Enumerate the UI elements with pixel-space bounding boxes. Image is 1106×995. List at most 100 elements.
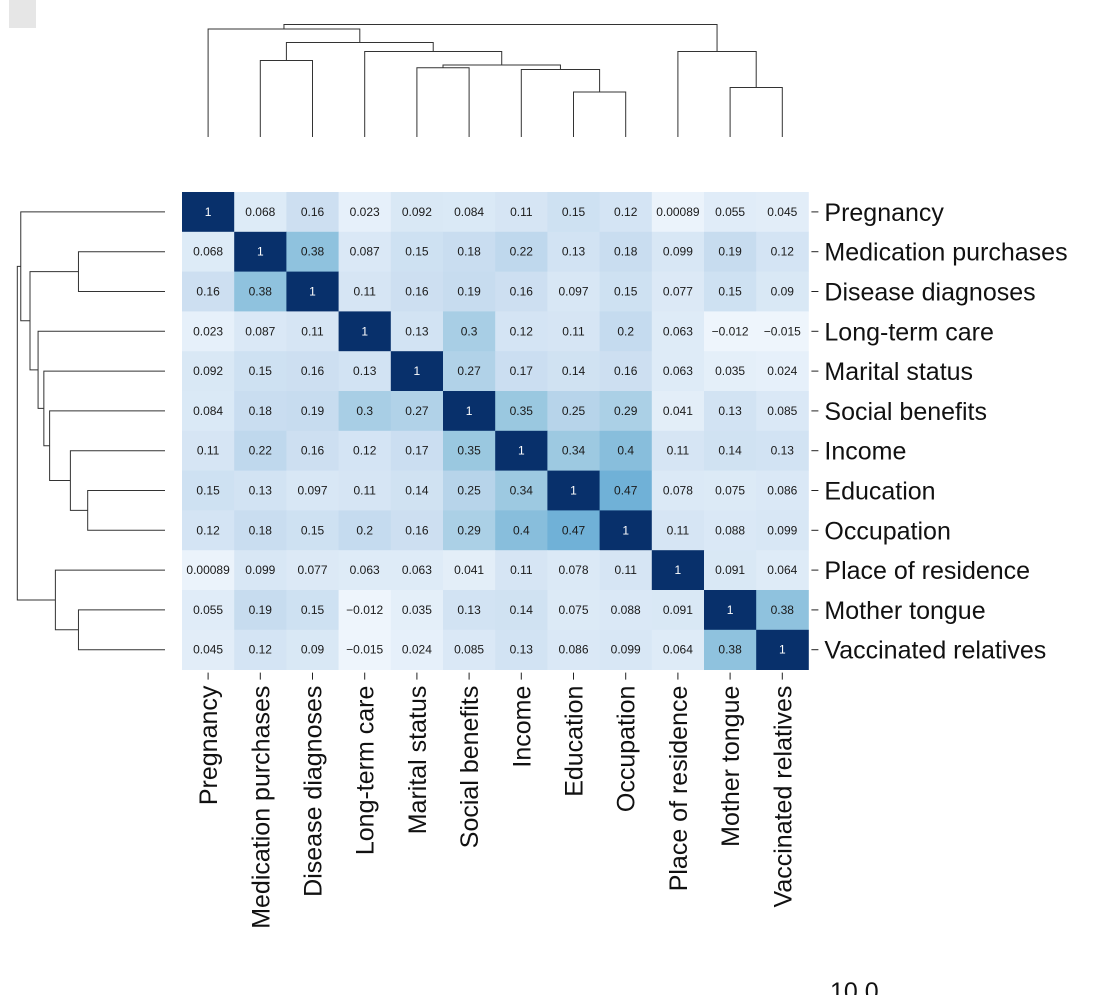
heatmap-cell-value: 0.15 <box>249 364 273 378</box>
heatmap-cell <box>756 391 809 432</box>
heatmap-cell <box>390 231 444 272</box>
heatmap-cell-value: 0.27 <box>457 364 481 378</box>
heatmap-cell-value: 0.099 <box>611 643 641 657</box>
heatmap-cell <box>390 351 444 392</box>
heatmap-cell <box>495 470 548 511</box>
heatmap-cell <box>599 311 653 352</box>
heatmap-cell <box>599 231 653 272</box>
dendrogram-link <box>207 28 361 137</box>
heatmap-cell-value: 0.34 <box>510 484 534 498</box>
row-label: Occupation <box>824 517 950 545</box>
row-label: Place of residence <box>824 557 1030 585</box>
heatmap-cell <box>495 430 548 471</box>
heatmap-cell <box>443 271 496 312</box>
heatmap-cell-value: 0.34 <box>562 444 586 458</box>
column-label: Education <box>561 686 589 797</box>
heatmap-cell-value: 0.063 <box>663 324 693 338</box>
heatmap-cell-value: 0.14 <box>510 603 534 617</box>
heatmap-cell-value: 0.13 <box>510 643 534 657</box>
heatmap-cell <box>443 590 496 631</box>
column-label: Pregnancy <box>195 685 223 805</box>
row-label: Marital status <box>824 358 973 386</box>
heatmap-cell <box>704 430 757 471</box>
heatmap-cell-value: 0.16 <box>405 523 429 537</box>
heatmap-cell <box>286 430 339 471</box>
heatmap-cell <box>756 470 809 511</box>
heatmap-cell <box>704 470 757 511</box>
dendrogram-link <box>283 24 718 52</box>
heatmap-cell <box>182 231 235 272</box>
heatmap-cell <box>547 510 600 551</box>
column-label: Disease diagnoses <box>300 686 328 897</box>
heatmap-cell-value: 0.035 <box>402 603 432 617</box>
heatmap-cell <box>286 192 339 233</box>
heatmap-cell <box>286 391 339 432</box>
heatmap-cell-value: 0.14 <box>718 444 742 458</box>
heatmap-cell-value: 0.14 <box>405 484 429 498</box>
heatmap-cell <box>390 391 444 432</box>
heatmap-cell <box>182 550 235 591</box>
heatmap-cell-value: 0.29 <box>457 523 481 537</box>
heatmap-cell-value: 0.2 <box>617 324 634 338</box>
dendrogram-link <box>37 330 165 409</box>
dendrogram-link <box>87 490 165 531</box>
heatmap-cell-value: 0.47 <box>614 484 638 498</box>
heatmap-cell-value: 1 <box>622 523 629 537</box>
column-label: Marital status <box>404 686 432 835</box>
heatmap-cell <box>338 470 392 511</box>
heatmap-cell-value: 0.11 <box>562 324 585 338</box>
heatmap-cell-value: 0.22 <box>249 444 273 458</box>
heatmap-cell-value: 1 <box>257 245 264 259</box>
row-label: Mother tongue <box>824 597 985 625</box>
heatmap-cell-value: 0.15 <box>562 205 586 219</box>
heatmap-cell-value: 0.25 <box>457 484 481 498</box>
heatmap-cells: 1 0.068 0.16 0.023 0.092 0.084 0.11 0.15 0.12 0.0… <box>182 192 809 670</box>
heatmap-cell <box>234 192 287 233</box>
heatmap-cell-value: 0.13 <box>405 324 429 338</box>
dendrogram-link <box>16 265 56 601</box>
heatmap-cell <box>443 192 496 233</box>
heatmap-cell-value: 0.16 <box>301 364 325 378</box>
heatmap-cell <box>338 271 392 312</box>
heatmap-cell-value: 0.18 <box>249 404 273 418</box>
dendrogram-link <box>259 60 313 137</box>
heatmap-cell-value: 1 <box>727 603 734 617</box>
heatmap-cell-value: −0.015 <box>764 324 801 338</box>
heatmap-cell <box>495 590 548 631</box>
heatmap-cell <box>704 311 757 352</box>
heatmap-cell <box>599 510 653 551</box>
heatmap-cell <box>651 391 705 432</box>
heatmap-cell-value: 1 <box>466 404 473 418</box>
heatmap-cell-value: 0.092 <box>193 364 223 378</box>
heatmap-cell-value: 0.068 <box>193 245 223 259</box>
heatmap-cell-value: 0.092 <box>402 205 432 219</box>
heatmap-cell <box>234 271 287 312</box>
heatmap-cell-value: 0.041 <box>663 404 693 418</box>
heatmap-cell-value: 0.091 <box>715 563 745 577</box>
dendrogram-link <box>677 51 757 137</box>
dendrogram-link <box>416 67 470 137</box>
heatmap-cell-value: 0.063 <box>350 563 380 577</box>
heatmap-cell-value: 0.064 <box>767 563 797 577</box>
heatmap-cell <box>286 231 339 272</box>
heatmap-cell-value: 0.16 <box>614 364 638 378</box>
dendrogram-link <box>43 370 165 447</box>
dendrogram-link <box>520 69 601 137</box>
heatmap-cell-value: 0.077 <box>663 285 693 299</box>
heatmap-cell <box>547 550 600 591</box>
heatmap-cell-value: 0.15 <box>196 484 220 498</box>
heatmap-cell-value: 0.11 <box>667 444 690 458</box>
heatmap-cell-value: 0.11 <box>614 563 637 577</box>
heatmap-cell-value: 0.47 <box>562 523 586 537</box>
heatmap-cell <box>651 192 705 233</box>
heatmap-cell-value: 0.085 <box>767 404 797 418</box>
dendrogram-link <box>573 91 627 137</box>
heatmap-cell-value: 0.078 <box>663 484 693 498</box>
dendrogram-link <box>77 251 165 292</box>
heatmap-cell-value: 0.18 <box>249 523 273 537</box>
heatmap-cell <box>495 192 548 233</box>
heatmap-cell-value: 0.13 <box>353 364 377 378</box>
heatmap-cell <box>234 231 287 272</box>
heatmap-cell-value: 0.099 <box>663 245 693 259</box>
